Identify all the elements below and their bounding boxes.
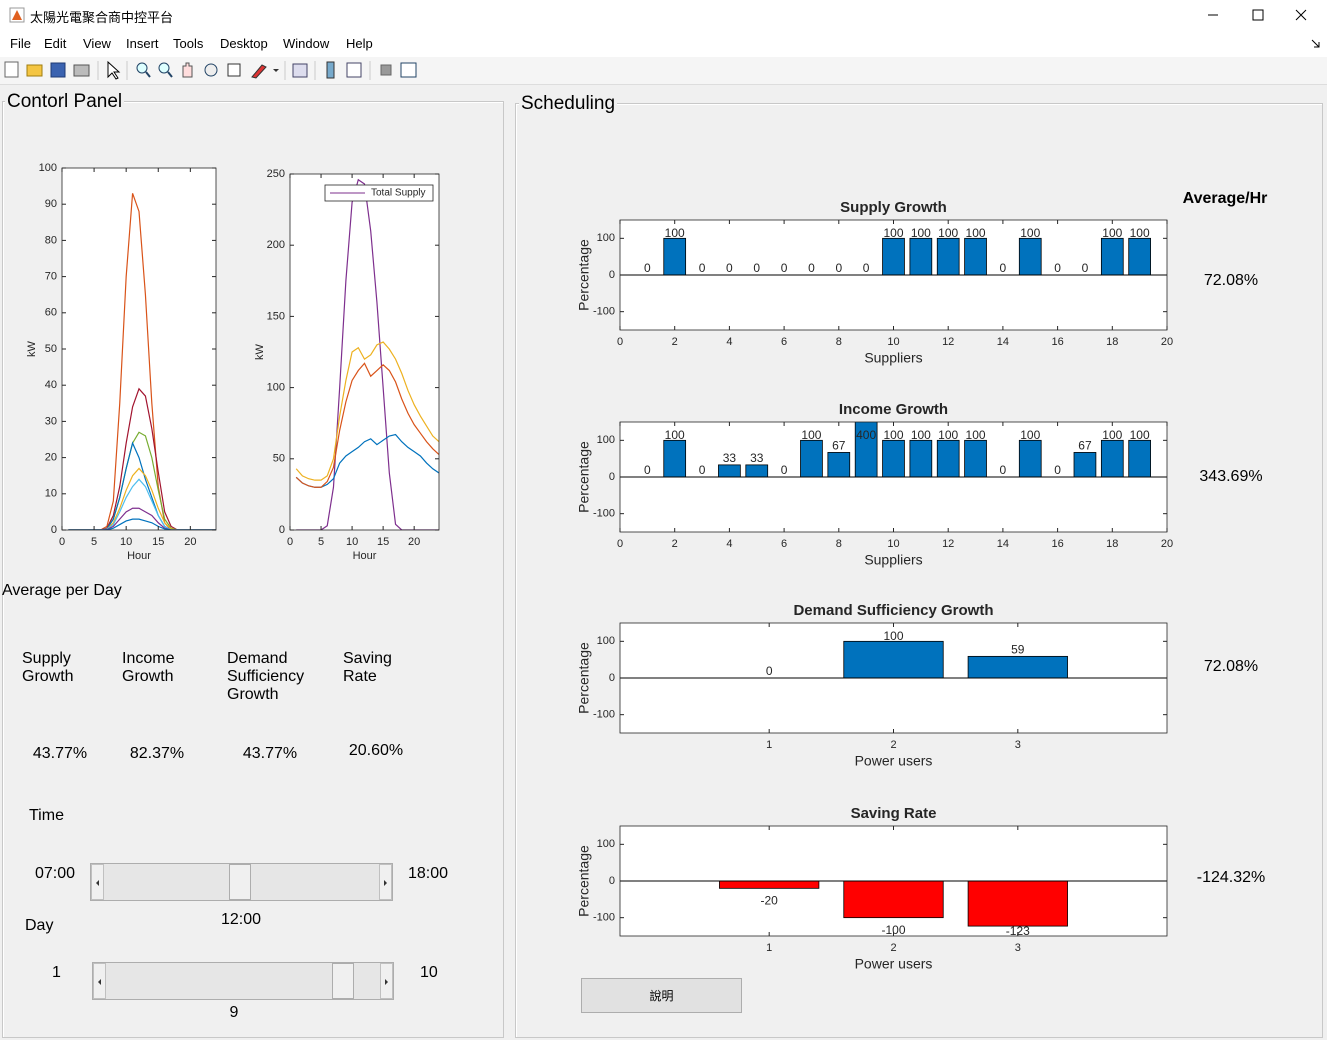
time-slider[interactable] xyxy=(90,863,393,901)
menu-item[interactable]: Help xyxy=(346,36,373,51)
slider-value: 9 xyxy=(229,1004,239,1021)
slider-right-button[interactable] xyxy=(379,864,392,900)
average-heading: Average/Hr xyxy=(1182,190,1268,207)
metric-value: 82.37% xyxy=(129,745,185,762)
slider-label: Day xyxy=(25,917,54,934)
toolbar xyxy=(0,57,1327,85)
app-icon xyxy=(9,7,25,23)
menu-item[interactable]: View xyxy=(83,36,111,51)
panel-title: Scheduling xyxy=(519,93,618,115)
window-controls[interactable] xyxy=(1190,0,1327,30)
toolbar-icons[interactable] xyxy=(0,57,430,84)
average-value: 72.08% xyxy=(1203,272,1259,289)
slider-thumb[interactable] xyxy=(331,963,354,999)
menu-item[interactable]: Tools xyxy=(173,36,204,51)
dock-arrow[interactable] xyxy=(1310,38,1322,50)
title-bar: 太陽光電聚合商中控平台 xyxy=(0,0,1327,30)
slider-right-button[interactable] xyxy=(380,963,393,999)
metric-label: Saving Rate xyxy=(343,650,392,685)
menu-item[interactable]: Edit xyxy=(44,36,67,51)
slider-left-button[interactable] xyxy=(93,963,106,999)
slider-left-button[interactable] xyxy=(91,864,104,900)
slider-thumb[interactable] xyxy=(229,864,251,900)
panel-title: Contorl Panel xyxy=(5,91,125,113)
menu-item[interactable]: Window xyxy=(283,36,330,51)
metric-value: 43.77% xyxy=(242,745,298,762)
menu-item[interactable]: Desktop xyxy=(220,36,268,51)
average-value: 343.69% xyxy=(1199,468,1263,485)
control-panel xyxy=(2,101,504,1038)
slider-max: 10 xyxy=(420,964,438,981)
menu-item[interactable]: Insert xyxy=(126,36,159,51)
slider-min: 1 xyxy=(52,964,61,981)
slider-value: 12:00 xyxy=(220,911,262,928)
metric-label: Income Growth xyxy=(122,650,175,685)
day-slider[interactable] xyxy=(92,962,394,1000)
help-button[interactable]: 說明 xyxy=(581,978,742,1013)
average-value: -124.32% xyxy=(1196,869,1266,886)
scheduling-panel xyxy=(515,103,1323,1038)
slider-min: 07:00 xyxy=(35,865,76,882)
slider-label: Time xyxy=(29,807,64,824)
average-value: 72.08% xyxy=(1203,658,1259,675)
metric-value: 20.60% xyxy=(348,742,404,759)
slider-max: 18:00 xyxy=(408,865,449,882)
menu-bar xyxy=(0,30,1327,57)
section-heading: Average per Day xyxy=(2,582,122,599)
menu-item[interactable]: File xyxy=(10,36,31,51)
metric-label: Supply Growth xyxy=(22,650,74,685)
window-title: 太陽光電聚合商中控平台 xyxy=(30,10,174,25)
metric-value: 43.77% xyxy=(32,745,88,762)
metric-label: Demand Sufficiency Growth xyxy=(227,650,305,703)
